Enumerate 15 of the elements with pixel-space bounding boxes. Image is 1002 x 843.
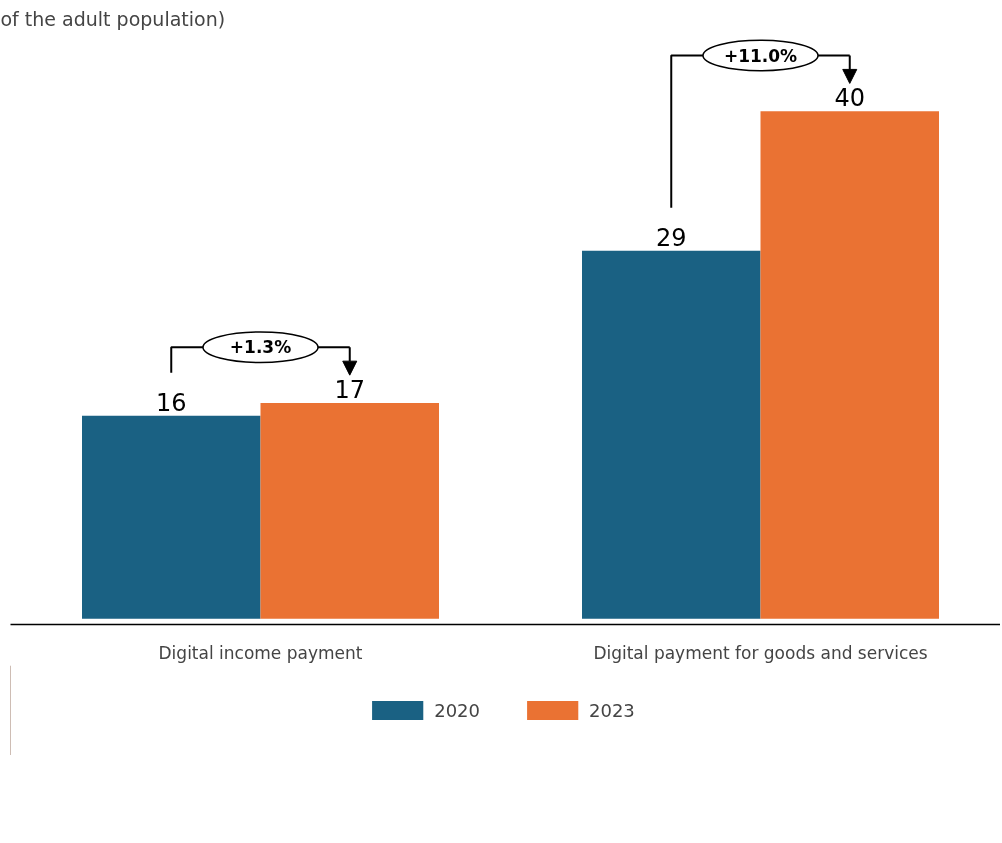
data-label: 40 [834, 84, 866, 113]
data-label: 16 [155, 388, 187, 417]
chart-subtitle: of the adult population) [0, 7, 226, 30]
data-label: 29 [655, 223, 687, 252]
x-tick-label: Digital income payment [158, 642, 363, 663]
bar [582, 250, 761, 619]
x-tick-label: Digital payment for goods and services [593, 642, 928, 663]
bar [260, 403, 439, 619]
legend-label: 2023 [589, 699, 635, 721]
bar [760, 111, 939, 619]
annotation: +1.3% [229, 337, 292, 358]
legend-label: 2020 [434, 699, 480, 721]
data-label: 17 [334, 376, 366, 404]
text: +11.0% [723, 45, 798, 66]
bar [82, 415, 261, 619]
